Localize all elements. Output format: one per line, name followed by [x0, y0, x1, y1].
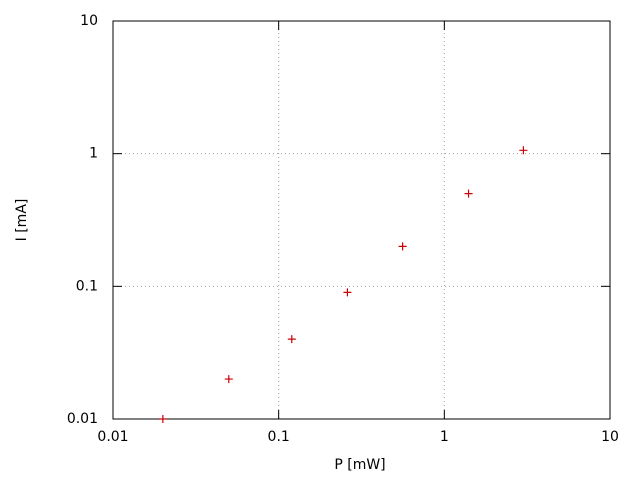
y-tick-label: 0.01 [67, 411, 98, 427]
x-tick-label: 1 [440, 429, 449, 445]
data-point [224, 375, 233, 384]
y-tick-label: 10 [80, 13, 98, 29]
data-point [287, 335, 296, 344]
y-tick-label: 0.1 [76, 278, 98, 294]
y-axis-label: I [mA] [14, 199, 30, 242]
x-tick-label: 10 [601, 429, 619, 445]
x-axis-label: P [mW] [334, 457, 385, 473]
data-point [398, 242, 407, 251]
plot-frame [112, 20, 611, 420]
data-point [158, 415, 167, 423]
x-tick-label: 0.1 [268, 429, 290, 445]
data-point [343, 288, 352, 297]
x-tick-label: 0.01 [97, 429, 128, 445]
data-point [519, 146, 528, 155]
y-tick-label: 1 [89, 146, 98, 162]
data-point [464, 189, 473, 198]
